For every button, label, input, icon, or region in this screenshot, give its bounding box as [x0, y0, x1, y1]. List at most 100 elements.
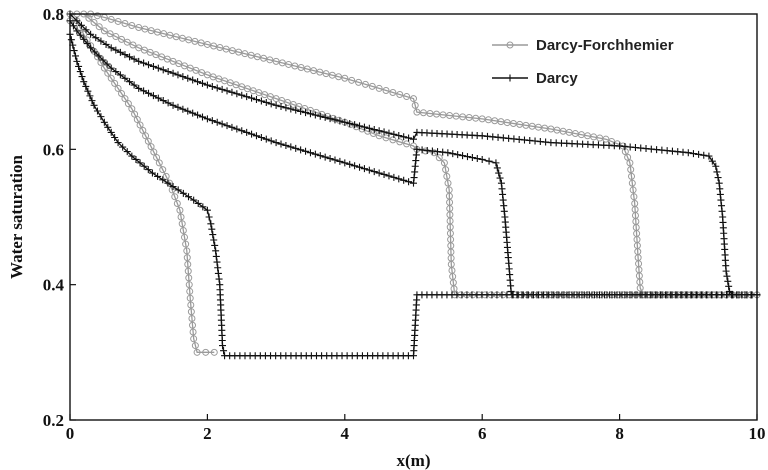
- series-marker: [311, 111, 319, 119]
- series-marker: [636, 284, 644, 292]
- series-marker: [405, 178, 413, 186]
- series-marker: [306, 149, 314, 157]
- series-marker: [214, 264, 222, 272]
- series-marker: [718, 202, 726, 210]
- series-marker: [186, 287, 194, 295]
- series-marker: [412, 157, 420, 165]
- series-marker: [129, 41, 137, 49]
- series-marker: [228, 123, 236, 131]
- plot-frame: [69, 13, 758, 421]
- series-marker: [297, 146, 305, 154]
- series-marker: [107, 64, 115, 72]
- series-marker: [144, 166, 152, 174]
- legend-label: Darcy-Forchhemier: [536, 37, 674, 54]
- series-marker: [267, 100, 275, 108]
- series-marker: [628, 179, 636, 187]
- series-marker: [411, 168, 419, 176]
- series-marker: [169, 69, 177, 77]
- series-marker: [215, 275, 223, 283]
- series-marker: [140, 87, 148, 95]
- series-marker: [496, 174, 504, 182]
- series-marker: [213, 84, 221, 92]
- series-marker: [336, 117, 344, 125]
- series-marker: [385, 172, 393, 180]
- series-marker: [116, 71, 124, 79]
- series-marker: [118, 90, 126, 98]
- series-marker: [175, 60, 183, 68]
- series-marker: [233, 90, 241, 98]
- series-darcy-3: [66, 30, 761, 360]
- x-tick-label: 10: [749, 424, 766, 443]
- series-marker: [92, 34, 100, 42]
- series-marker: [87, 44, 95, 52]
- series-marker: [375, 84, 383, 92]
- series-marker: [198, 113, 206, 121]
- series-marker: [190, 196, 198, 204]
- series-marker: [463, 153, 471, 161]
- series-marker: [278, 59, 286, 67]
- y-tick-label: 0.2: [43, 411, 64, 430]
- series-marker: [202, 348, 210, 356]
- series-marker: [174, 186, 182, 194]
- series-marker: [410, 179, 417, 187]
- series-marker: [331, 156, 339, 164]
- series-marker: [88, 97, 96, 105]
- series-marker: [106, 30, 114, 38]
- y-tick-label: 0.8: [43, 5, 64, 24]
- series-marker: [148, 169, 156, 177]
- series-marker: [348, 76, 356, 84]
- series-marker: [82, 26, 90, 34]
- series-marker: [197, 39, 205, 47]
- series-marker: [107, 74, 115, 82]
- series-marker: [135, 44, 143, 52]
- series-marker: [705, 152, 713, 160]
- series-marker: [360, 165, 368, 173]
- series-marker: [173, 199, 181, 207]
- series-marker: [243, 128, 251, 136]
- series-marker: [183, 247, 191, 255]
- series-marker: [356, 122, 364, 130]
- y-axis-title: Water saturation: [7, 155, 26, 279]
- series-marker: [183, 254, 191, 262]
- series-marker: [153, 28, 161, 36]
- series-marker: [177, 213, 185, 221]
- series-marker: [492, 159, 500, 167]
- series-marker: [405, 134, 413, 142]
- series-marker: [189, 328, 197, 336]
- legend-swatch-marker: [506, 74, 514, 82]
- series-marker: [155, 159, 163, 167]
- series-marker: [123, 148, 131, 156]
- series-marker: [83, 40, 91, 48]
- series-marker: [630, 193, 638, 201]
- series-marker: [176, 206, 184, 214]
- series-marker: [205, 213, 213, 221]
- series-marker: [76, 31, 84, 39]
- series-marker: [132, 155, 140, 163]
- series-marker: [112, 46, 120, 54]
- series-marker: [103, 60, 111, 68]
- series-marker: [311, 150, 319, 158]
- series-marker: [130, 81, 138, 89]
- series-marker: [140, 59, 148, 67]
- series-marker: [80, 35, 88, 43]
- series-marker: [459, 152, 467, 160]
- series-marker: [322, 70, 330, 78]
- series-marker: [326, 115, 334, 123]
- series-marker: [266, 56, 274, 64]
- legend: Darcy-Forchhemier Darcy: [492, 37, 674, 87]
- series-marker: [216, 44, 224, 52]
- series-marker: [194, 111, 202, 119]
- series-marker: [189, 76, 197, 84]
- series-marker: [145, 61, 153, 69]
- series-marker: [112, 33, 120, 41]
- series-marker: [272, 139, 280, 147]
- series-marker: [292, 106, 300, 114]
- series-marker: [218, 120, 226, 128]
- series-marker: [252, 132, 260, 140]
- series-marker: [178, 34, 186, 42]
- series-marker: [184, 267, 192, 275]
- series-marker: [444, 179, 452, 187]
- series-marker: [179, 73, 187, 81]
- series-marker: [382, 86, 390, 94]
